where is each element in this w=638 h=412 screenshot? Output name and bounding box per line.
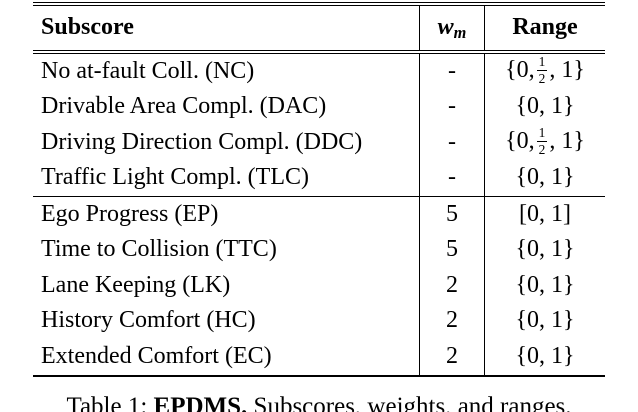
fraction-denominator: 2	[538, 70, 546, 86]
table-row: Extended Comfort (EC) 2 {0, 1}	[33, 339, 605, 376]
range-pre: {0,	[505, 57, 535, 84]
subscore-range: {0, 1 2, 1}	[485, 52, 606, 90]
caption-title: EPDMS.	[153, 392, 248, 412]
wm-symbol: w	[437, 13, 454, 40]
subscore-name: No at-fault Coll. (NC)	[41, 57, 255, 84]
table-row: History Comfort (HC) 2 {0, 1}	[33, 303, 605, 339]
table-row: Drivable Area Compl. (DAC) - {0, 1}	[33, 89, 605, 125]
table-caption: Table 1: EPDMS. Subscores, weights, and …	[0, 392, 638, 412]
table-section-untrainable: No at-fault Coll. (NC) - {0, 1 2, 1} Driva…	[33, 52, 605, 197]
range-pre: {0,	[505, 128, 535, 155]
caption-text: Subscores, weights, and ranges.	[253, 392, 572, 412]
table-row: Lane Keeping (LK) 2 {0, 1}	[33, 268, 605, 304]
subscore-weight: 2	[419, 268, 485, 304]
subscore-name: Lane Keeping (LK)	[41, 271, 231, 298]
header-row: Subscore wm Range	[33, 4, 605, 54]
col-header-subscore: Subscore	[33, 4, 420, 54]
fraction-denominator: 2	[538, 141, 546, 157]
col-header-weight: wm	[419, 4, 485, 54]
fraction-numerator: 1	[536, 54, 548, 71]
subscore-name: History Comfort (HC)	[41, 307, 256, 334]
subscore-weight: 5	[419, 232, 485, 268]
subscore-range: {0, 1 2, 1}	[485, 125, 606, 161]
subscore-weight: -	[419, 160, 485, 197]
subscore-name: Extended Comfort (EC)	[41, 342, 272, 369]
range-post: , 1}	[549, 128, 585, 155]
epdms-table: Subscore wm Range No at-fault Coll. (NC)…	[33, 2, 605, 377]
caption-label: Table 1:	[66, 392, 148, 412]
subscore-range: {0, 1}	[515, 164, 575, 191]
subscore-weight: 2	[419, 339, 485, 376]
table-row: Driving Direction Compl. (DDC) - {0, 1 2, …	[33, 125, 605, 161]
subscore-name: Time to Collision (TTC)	[41, 236, 277, 263]
subscore-name: Driving Direction Compl. (DDC)	[41, 128, 363, 155]
table-section-weighted: Ego Progress (EP) 5 [0, 1] Time to Colli…	[33, 196, 605, 376]
subscore-range: {0, 1}	[515, 271, 575, 298]
subscore-weight: -	[419, 52, 485, 90]
subscore-range: {0, 1}	[515, 307, 575, 334]
fraction-numerator: 1	[536, 125, 548, 142]
subscore-name: Ego Progress (EP)	[33, 196, 420, 233]
wm-subscript: m	[453, 22, 467, 42]
table-row: Ego Progress (EP) 5 [0, 1]	[33, 196, 605, 233]
subscore-weight: 2	[419, 303, 485, 339]
range-post: , 1}	[549, 57, 585, 84]
table-row: Traffic Light Compl. (TLC) - {0, 1}	[33, 160, 605, 197]
subscore-range: [0, 1]	[484, 196, 605, 233]
table-row: Time to Collision (TTC) 5 {0, 1}	[33, 232, 605, 268]
subscore-name: Traffic Light Compl. (TLC)	[41, 164, 309, 191]
subscore-range: {0, 1}	[515, 93, 575, 120]
subscore-range: {0, 1}	[515, 342, 575, 369]
col-header-range: Range	[484, 4, 605, 54]
table-row: No at-fault Coll. (NC) - {0, 1 2, 1}	[33, 52, 605, 90]
table-header: Subscore wm Range	[33, 4, 605, 54]
subscore-weight: 5	[419, 196, 485, 233]
subscore-weight: -	[419, 89, 485, 125]
subscore-range: {0, 1}	[515, 236, 575, 263]
subscore-name: Drivable Area Compl. (DAC)	[41, 93, 327, 120]
subscore-weight: -	[419, 125, 485, 161]
